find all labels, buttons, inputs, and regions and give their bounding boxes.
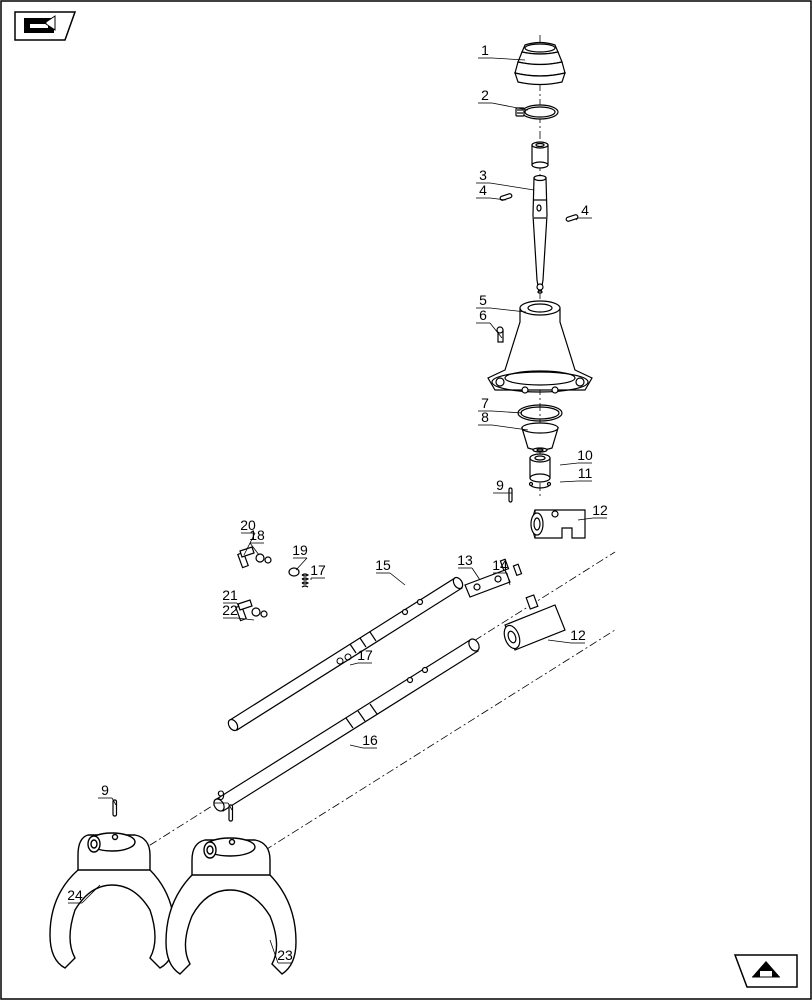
callout-label: 12 [570,627,586,643]
callout-label: 6 [479,307,487,323]
callout-label: 11 [578,465,593,481]
callout-label: 12 [592,502,608,518]
note-icon-top-left [15,12,75,40]
part-grease-fitting [497,327,503,342]
part-cup-seal [522,423,558,452]
callout-label: 13 [457,552,473,568]
callouts-group: 1234456789101112121314151617171819202122… [67,42,608,963]
part-boot [515,43,565,85]
part-plate-13 [465,570,510,597]
callout-label: 17 [310,562,326,578]
callout-label: 3 [479,167,487,183]
part-shift-block-upper [531,510,585,538]
callout-label: 22 [222,602,238,618]
part-pin-9a [509,488,512,502]
callout-label: 20 [240,517,256,533]
callout-label: 4 [581,202,589,218]
callout-label: 24 [67,887,83,903]
callout-label: 4 [479,182,487,198]
callout-label: 5 [479,292,487,308]
callout-label: 17 [357,647,373,663]
part-pin-4-right [566,214,579,222]
callout-label: 2 [481,87,489,103]
callout-label: 21 [222,587,238,603]
callout-label: 10 [577,447,593,463]
part-rail-15 [226,576,464,732]
callout-label: 14 [492,557,508,573]
callout-label: 9 [217,787,225,803]
part-bushing-small [532,142,548,168]
part-rail-16 [212,637,482,813]
callout-label: 19 [292,542,308,558]
callout-label: 16 [362,732,378,748]
part-detent-lower [236,600,267,621]
callout-label: 9 [101,782,109,798]
part-clamp [516,105,558,119]
part-o-ring [518,405,562,421]
part-lever-shaft [533,176,547,294]
callout-label: 1 [481,42,489,58]
part-bushing-10 [530,454,550,482]
part-shift-block-lower [501,595,565,651]
callout-label: 15 [375,557,391,573]
callout-label: 9 [496,477,504,493]
part-spring-17a [300,570,310,590]
callout-label: 23 [277,947,293,963]
part-detent-upper [238,547,299,576]
note-icon-bottom-right [735,955,797,987]
part-tower-housing [488,301,592,393]
callout-label: 8 [481,409,489,425]
